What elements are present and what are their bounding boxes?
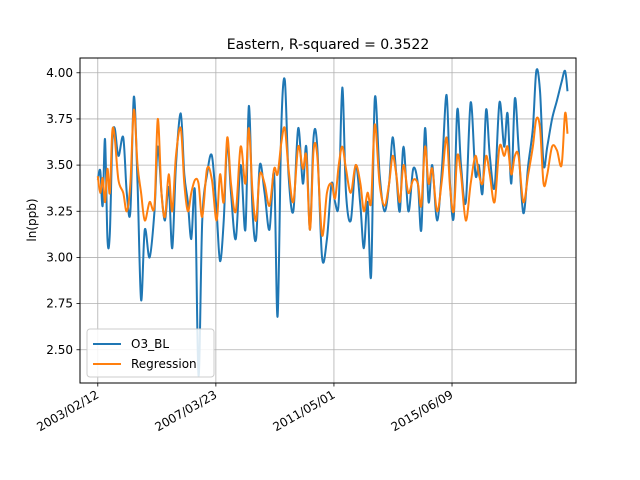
y-tick-label: 3.25 [46,204,73,218]
plot-frame [79,57,577,384]
x-tick-label: 2011/05/01 [271,387,338,434]
x-tick-label: 2015/06/09 [389,387,456,434]
y-tick-label: 3.75 [46,112,73,126]
x-tick-label: 2003/02/12 [34,387,101,434]
legend-label-regression: Regression [131,357,197,371]
x-tick-label: 2007/03/23 [152,387,219,434]
series-layer [96,68,569,377]
y-tick-label: 2.50 [46,343,73,357]
x-axis: 2003/02/12 2007/03/23 2011/05/01 2015/06/09 [34,383,456,434]
chart-title: Eastern, R-squared = 0.3522 [227,37,430,53]
legend: O3_BL Regression [86,328,215,378]
y-tick-label: 3.00 [46,250,73,264]
y-tick-label: 3.50 [46,158,73,172]
y-tick-label: 2.75 [46,297,73,311]
y-axis: 2.50 2.75 3.00 3.25 3.50 3.75 4.00 [46,66,80,357]
y-tick-label: 4.00 [46,66,73,80]
y-axis-label: ln(ppb) [25,198,39,241]
series-line-regression [96,108,569,237]
legend-label-o3-bl: O3_BL [131,337,169,351]
